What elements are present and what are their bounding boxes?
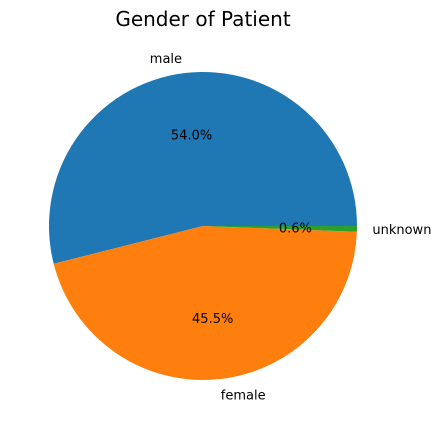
chart-title: Gender of Patient [115,7,290,31]
pie-labels: male 54.0% female 45.5% unknown 0.6% [150,52,432,404]
slice-label-unknown: unknown [372,223,431,238]
slice-percent-unknown: 0.6% [279,222,312,237]
slice-percent-male: 54.0% [171,128,212,143]
pie-slice-male [48,71,357,264]
pie-slice-unknown [203,226,357,232]
pie-slices [48,71,357,380]
slice-label-female: female [221,388,266,403]
slice-label-male: male [150,52,182,67]
slice-percent-female: 45.5% [192,312,233,327]
pie-slice-female [53,226,357,380]
